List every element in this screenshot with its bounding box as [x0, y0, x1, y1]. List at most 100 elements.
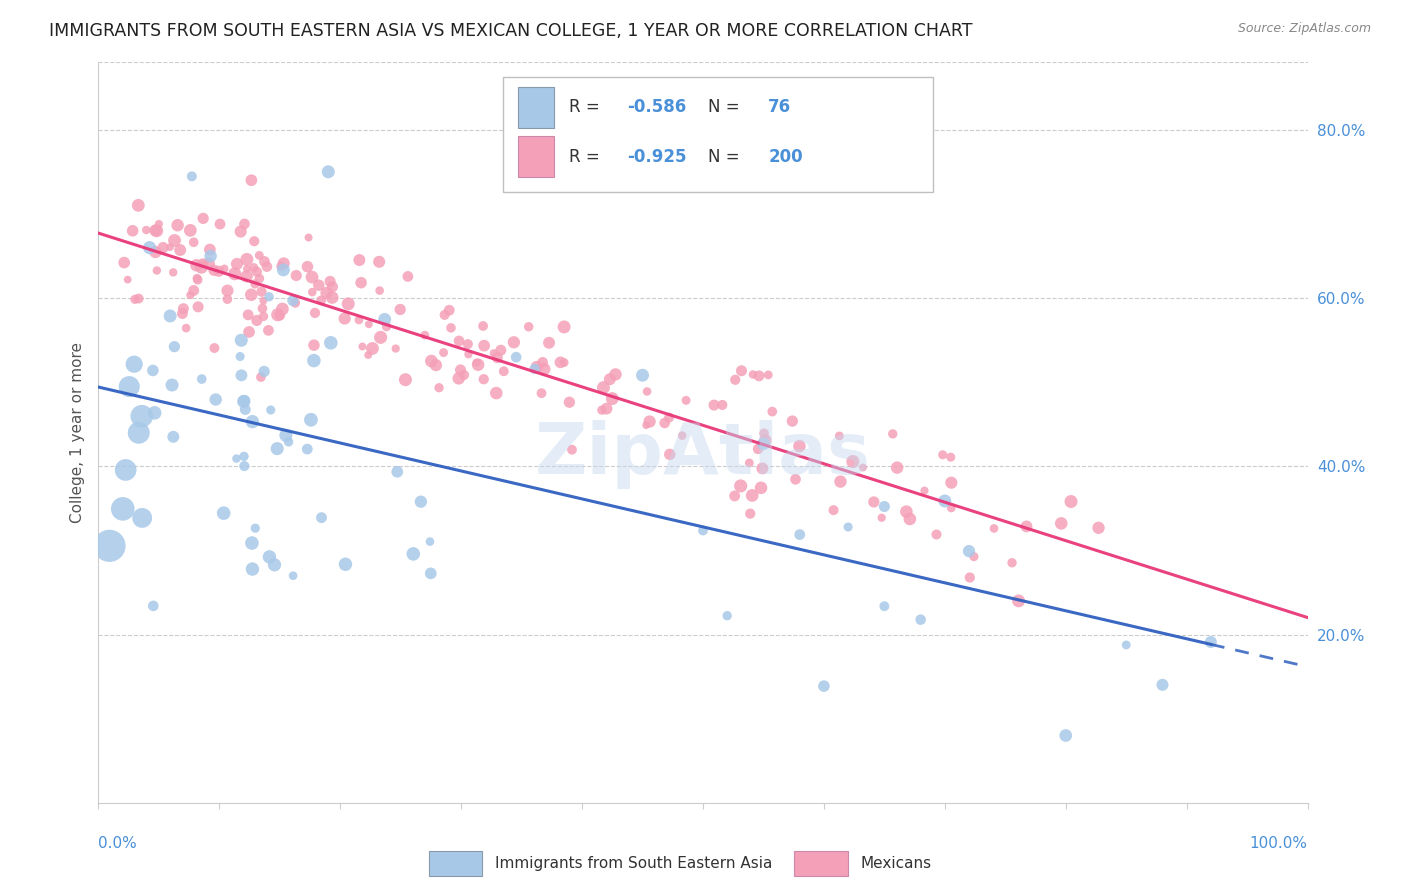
- Point: [591, 403, 613, 417]
- Point: [271, 301, 294, 316]
- Point: [636, 384, 658, 399]
- Point: [931, 448, 953, 462]
- Point: [233, 402, 256, 417]
- Text: 0.0%: 0.0%: [98, 836, 138, 851]
- Point: [531, 355, 554, 369]
- Point: [249, 271, 271, 285]
- Point: [212, 506, 235, 520]
- Text: -0.586: -0.586: [627, 98, 686, 116]
- Point: [159, 240, 181, 254]
- Point: [174, 321, 197, 335]
- Point: [350, 276, 373, 290]
- Point: [592, 381, 614, 395]
- Point: [162, 265, 184, 279]
- Point: [226, 257, 249, 271]
- Point: [394, 373, 416, 387]
- Point: [217, 292, 239, 306]
- Point: [304, 306, 326, 320]
- Point: [852, 460, 875, 475]
- Point: [553, 355, 575, 369]
- Point: [236, 252, 259, 267]
- Point: [402, 547, 425, 561]
- Point: [281, 293, 304, 308]
- Point: [131, 409, 153, 424]
- Point: [472, 318, 495, 333]
- Text: Mexicans: Mexicans: [860, 856, 932, 871]
- Point: [526, 359, 548, 374]
- Point: [208, 217, 231, 231]
- Point: [457, 347, 479, 361]
- Point: [368, 284, 391, 298]
- Point: [284, 296, 307, 310]
- Point: [558, 395, 581, 409]
- Point: [163, 340, 186, 354]
- Text: IMMIGRANTS FROM SOUTH EASTERN ASIA VS MEXICAN COLLEGE, 1 YEAR OR MORE CORRELATIO: IMMIGRANTS FROM SOUTH EASTERN ASIA VS ME…: [49, 22, 973, 40]
- Point: [242, 415, 264, 429]
- Point: [233, 217, 256, 231]
- Text: 100.0%: 100.0%: [1250, 836, 1308, 851]
- Point: [419, 534, 441, 549]
- Point: [595, 401, 617, 416]
- Point: [267, 308, 290, 322]
- Point: [163, 234, 186, 248]
- Point: [200, 249, 222, 263]
- Point: [224, 267, 246, 281]
- Point: [1152, 678, 1174, 692]
- Point: [229, 225, 252, 239]
- Point: [118, 379, 141, 393]
- Point: [963, 549, 986, 564]
- Point: [357, 348, 380, 362]
- Point: [420, 354, 443, 368]
- Point: [246, 265, 269, 279]
- Point: [128, 425, 150, 440]
- Point: [724, 373, 747, 387]
- Point: [270, 260, 292, 274]
- Point: [752, 426, 775, 441]
- Point: [387, 465, 409, 479]
- Point: [465, 356, 488, 370]
- Point: [730, 479, 752, 493]
- Point: [489, 343, 512, 358]
- Point: [413, 328, 436, 343]
- Point: [538, 335, 561, 350]
- Point: [749, 481, 772, 495]
- Point: [240, 173, 263, 187]
- Point: [934, 494, 956, 508]
- Point: [599, 372, 621, 386]
- Point: [658, 447, 681, 461]
- Point: [384, 342, 406, 356]
- Point: [240, 287, 263, 301]
- Point: [180, 169, 202, 184]
- Point: [233, 450, 256, 464]
- Point: [553, 320, 575, 334]
- Point: [1115, 638, 1137, 652]
- Point: [236, 261, 259, 276]
- Point: [939, 450, 962, 465]
- Point: [297, 442, 319, 456]
- Point: [631, 368, 654, 383]
- Point: [485, 386, 508, 401]
- Point: [191, 257, 214, 271]
- Point: [145, 223, 167, 237]
- Point: [266, 442, 288, 456]
- Point: [654, 416, 676, 430]
- Point: [789, 527, 811, 541]
- Point: [250, 370, 273, 384]
- FancyBboxPatch shape: [503, 78, 932, 192]
- Point: [274, 428, 297, 442]
- Text: R =: R =: [569, 148, 605, 166]
- Point: [179, 223, 201, 237]
- Point: [742, 368, 765, 382]
- Point: [357, 318, 380, 332]
- Point: [671, 428, 693, 442]
- Point: [187, 300, 209, 314]
- Point: [752, 436, 775, 450]
- Point: [724, 489, 747, 503]
- Point: [941, 475, 963, 490]
- Point: [243, 277, 266, 291]
- Point: [131, 511, 153, 525]
- Point: [1060, 494, 1083, 508]
- Point: [530, 386, 553, 401]
- Point: [813, 679, 835, 693]
- Point: [233, 393, 256, 408]
